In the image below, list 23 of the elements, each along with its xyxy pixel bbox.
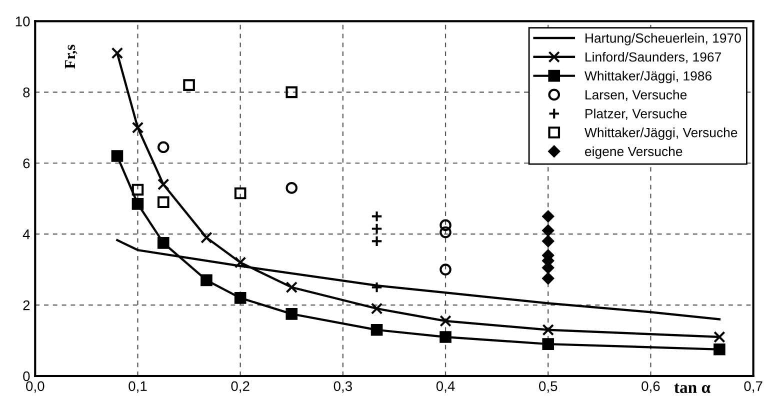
x-tick-label: 0,7 [744, 381, 762, 393]
legend-label: eigene Versuche [585, 146, 682, 159]
y-tick-label: 8 [23, 87, 30, 98]
y-tick-label: 6 [23, 158, 30, 168]
x-tick-label: 0,5 [539, 381, 558, 393]
y-axis-title: Fr,s [64, 44, 78, 69]
x-tick-label: 0,0 [26, 381, 44, 393]
x-axis-title: tan α [674, 384, 710, 394]
legend-label: Whittaker/Jäggi, 1986 [584, 70, 712, 84]
legend-label: Whittaker/Jäggi, Versuche [584, 128, 738, 140]
legend-label: Hartung/Scheuerlein, 1970 [586, 33, 741, 46]
y-tick-label: 2 [23, 300, 30, 310]
y-tick-label: 10 [16, 16, 30, 26]
x-tick-label: 0,3 [334, 381, 352, 393]
x-tick-label: 0,1 [128, 381, 147, 393]
legend-label: Platzer, Versuche [586, 108, 687, 120]
x-tick-label: 0,6 [642, 381, 660, 393]
y-tick-label: 4 [22, 230, 30, 240]
x-tick-label: 0,4 [436, 381, 455, 393]
legend-label: Larsen, Versuche [586, 90, 687, 102]
x-tick-label: 0,2 [231, 381, 250, 393]
y-tick-label: 0 [23, 371, 30, 382]
legend-label: Linford/Saunders, 1967 [586, 52, 721, 64]
